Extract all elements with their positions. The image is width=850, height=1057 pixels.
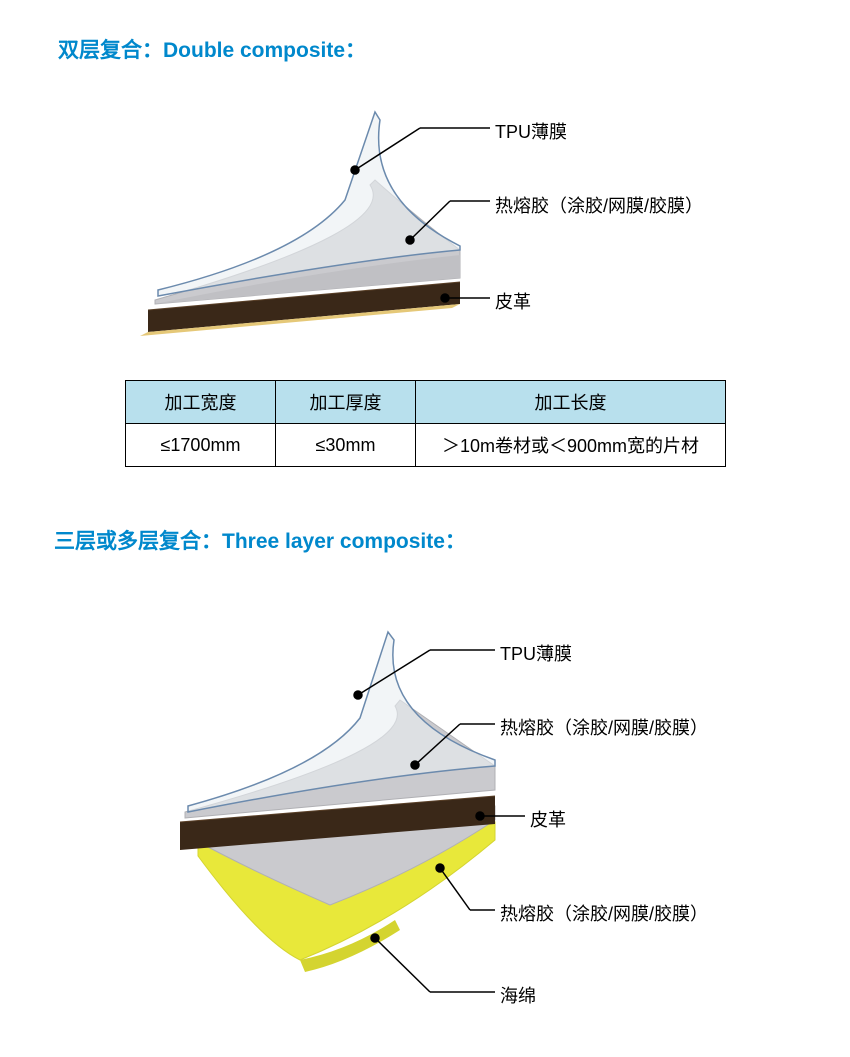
diagram-three-layer-composite xyxy=(0,0,850,1057)
label-leather-2: 皮革 xyxy=(530,806,566,832)
label-sponge: 海绵 xyxy=(500,982,536,1008)
label-hotmelt-2a: 热熔胶（涂胶/网膜/胶膜） xyxy=(500,714,708,740)
label-hotmelt-2b: 热熔胶（涂胶/网膜/胶膜） xyxy=(500,900,708,926)
label-tpu-2: TPU薄膜 xyxy=(500,640,572,666)
